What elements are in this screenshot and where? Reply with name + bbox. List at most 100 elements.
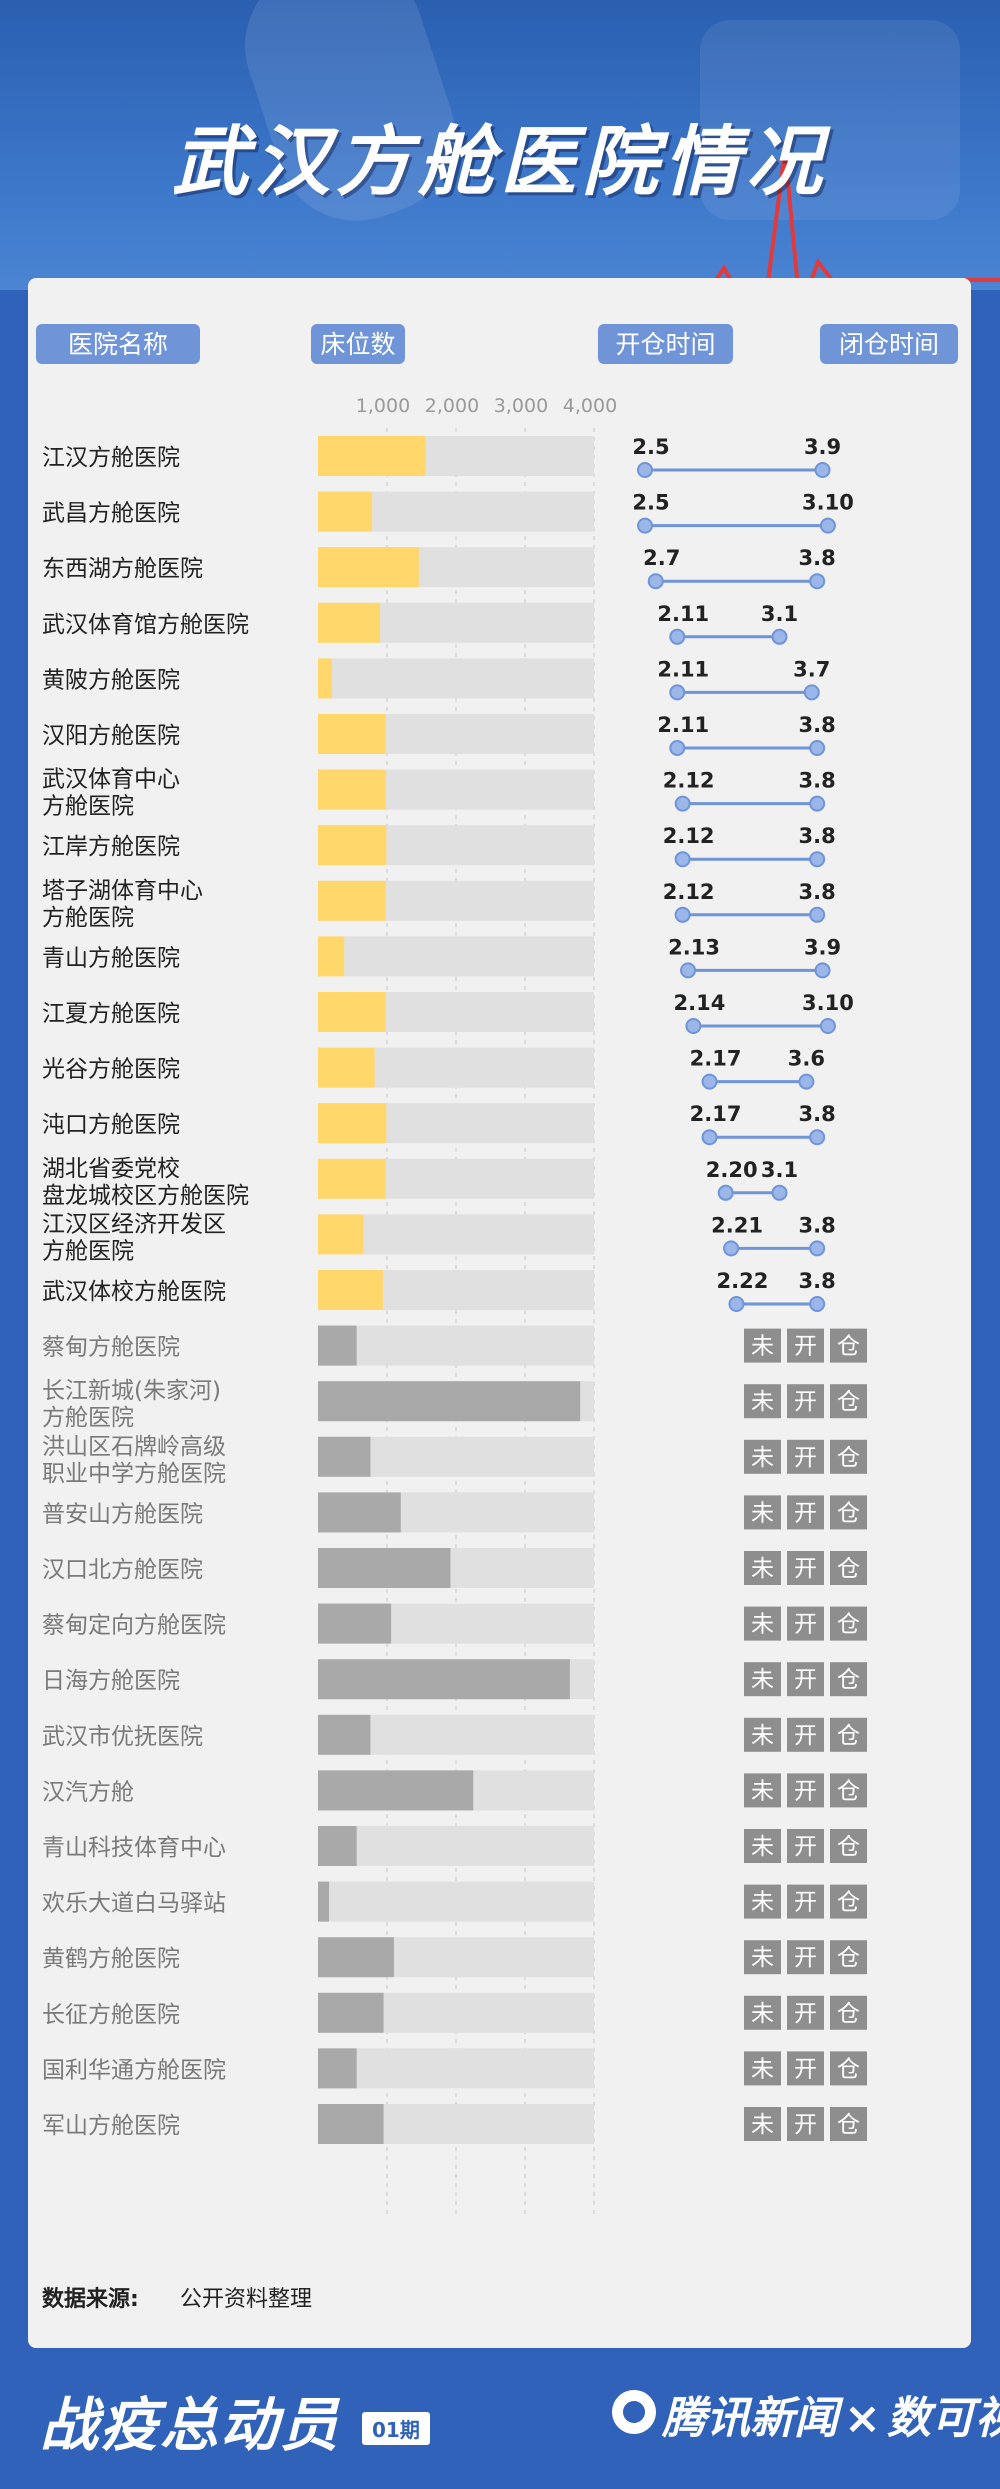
hospital-name: 汉阳方舱医院: [42, 723, 180, 749]
not-opened-box: [744, 1995, 781, 2030]
not-opened-box: [830, 1829, 867, 1863]
hospital-name: 日海方舱医院: [42, 1668, 180, 1694]
hospital-chart: 医院名称 床位数 开仓时间 闭仓时间 1,000 2,000 3,000 4,000 江汉方舱医…: [36, 324, 958, 2312]
hospital-name: 沌口方舱医院: [42, 1112, 180, 1138]
hospital-name: 光谷方舱医院: [42, 1057, 180, 1083]
not-opened-box: [787, 1662, 824, 1697]
open-dot: [674, 851, 691, 868]
hospital-name: 蔡甸定向方舱医院: [42, 1613, 226, 1639]
not-opened-char: 仓: [837, 1612, 860, 1638]
not-opened-char: 仓: [837, 1723, 860, 1749]
source-label: 数据来源:: [42, 2286, 139, 2312]
x-tick-label: 1,000: [356, 395, 410, 417]
not-opened-box: [744, 1384, 781, 1419]
open-date-label: 2.22: [717, 1269, 769, 1293]
close-dot: [814, 962, 831, 979]
hospital-name: 方舱医院: [42, 794, 134, 820]
close-dot: [809, 851, 826, 868]
bar-track: [318, 1214, 594, 1255]
close-date-label: 3.7: [793, 657, 830, 681]
partner-name: 数可视: [886, 2393, 1000, 2444]
not-opened-box: [787, 1328, 824, 1363]
not-opened-box: [744, 1884, 781, 1919]
not-opened-box: [787, 1773, 824, 1808]
not-opened-box: [787, 2051, 824, 2086]
page-title: 武汉方舱医院情况: [172, 117, 828, 206]
bed-bar: [318, 1548, 451, 1588]
hospital-name: 普安山方舱医院: [42, 1501, 203, 1527]
bed-bar: [318, 1881, 330, 1922]
tencent-news-icon: [612, 2390, 656, 2434]
bed-bar: [318, 491, 373, 532]
hospital-name: 武汉市优抚医院: [42, 1724, 203, 1750]
close-dot: [798, 1073, 815, 1090]
open-dot: [723, 1240, 740, 1257]
close-dot: [809, 573, 826, 590]
not-opened-box: [744, 2107, 781, 2141]
open-dot: [674, 795, 691, 812]
close-dot: [814, 462, 831, 478]
not-opened-char: 仓: [837, 2056, 860, 2082]
bed-bar: [318, 714, 386, 754]
hospital-name: 方舱医院: [42, 905, 134, 931]
bed-bar: [318, 2104, 384, 2144]
not-opened-char: 开: [794, 1667, 817, 1693]
not-opened-box: [787, 1940, 824, 1975]
not-opened-box: [744, 1606, 781, 1641]
close-dot: [819, 517, 836, 534]
not-opened-char: 仓: [837, 1945, 860, 1971]
bed-bar: [318, 1826, 357, 1866]
not-opened-box: [787, 1384, 824, 1419]
close-date-label: 3.10: [802, 491, 854, 515]
not-opened-box: [830, 1717, 867, 1752]
close-dot: [803, 684, 820, 701]
not-opened-char: 开: [794, 2112, 817, 2138]
open-dot: [647, 573, 664, 590]
not-opened-box: [830, 1773, 867, 1808]
hospital-name: 欢乐大道白马驿站: [42, 1891, 226, 1917]
not-opened-box: [744, 1662, 781, 1697]
brand-name: 腾讯新闻: [662, 2393, 838, 2444]
open-date-label: 2.7: [643, 546, 680, 570]
not-opened-char: 开: [794, 2001, 817, 2027]
bed-bar: [318, 658, 332, 699]
close-date-label: 3.8: [799, 1213, 836, 1237]
open-date-label: 2.17: [690, 1102, 742, 1126]
close-date-label: 3.9: [804, 935, 841, 959]
close-dot: [809, 740, 826, 756]
bed-bar: [318, 825, 387, 866]
hospital-name: 军山方舱医院: [42, 2113, 180, 2139]
not-opened-char: 开: [794, 1334, 817, 1360]
bed-bar: [318, 1103, 387, 1144]
close-date-label: 3.1: [761, 1158, 798, 1182]
not-opened-char: 未: [751, 1667, 774, 1693]
bed-bar: [318, 436, 426, 476]
close-date-label: 3.1: [761, 602, 798, 626]
not-opened-box: [830, 1606, 867, 1641]
not-opened-char: 仓: [837, 1890, 860, 1916]
x-tick-label: 4,000: [563, 395, 617, 417]
bar-track: [318, 1325, 594, 1366]
bar-track: [318, 658, 594, 699]
not-opened-box: [787, 1829, 824, 1863]
header-name-label: 医院名称: [68, 330, 168, 359]
bed-bar: [318, 1659, 570, 1700]
not-opened-char: 开: [794, 1890, 817, 1916]
open-dot: [717, 1184, 734, 1201]
open-dot: [637, 462, 653, 478]
bed-bar: [318, 1937, 394, 1978]
not-opened-box: [787, 1495, 824, 1530]
campaign-logo: 战疫总动员: [40, 2391, 341, 2459]
hospital-name: 江岸方舱医院: [42, 834, 180, 860]
not-opened-box: [744, 1439, 781, 1474]
open-date-label: 2.12: [663, 769, 715, 793]
hospital-name: 江夏方舱医院: [42, 1001, 180, 1027]
open-date-label: 2.5: [632, 491, 669, 515]
not-opened-box: [830, 1328, 867, 1363]
bed-bar: [318, 1325, 357, 1366]
bed-bar: [318, 1603, 392, 1644]
not-opened-box: [787, 1717, 824, 1752]
not-opened-char: 仓: [837, 1834, 860, 1860]
bed-bar: [318, 880, 386, 921]
not-opened-char: 仓: [837, 1445, 860, 1471]
